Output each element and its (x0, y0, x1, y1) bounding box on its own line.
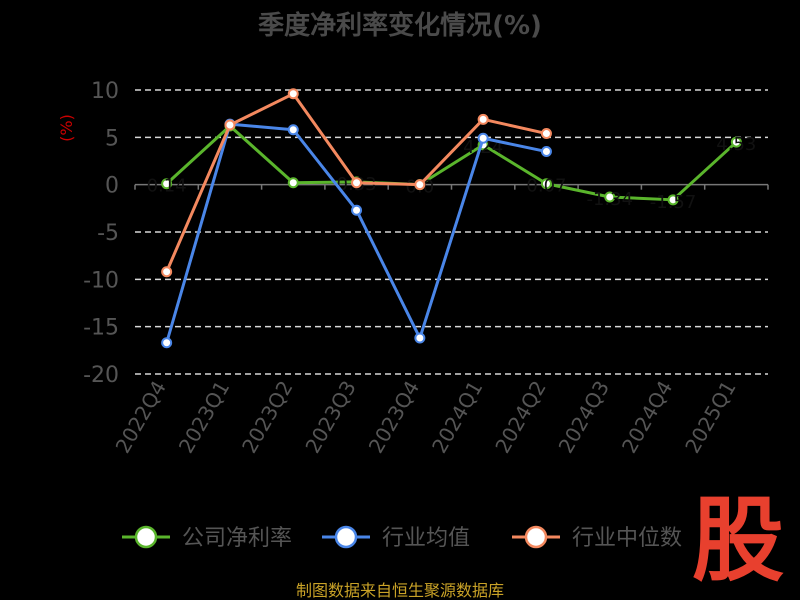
data-point (477, 132, 489, 144)
data-point (224, 119, 236, 131)
x-tick-label: 2024Q1 (427, 377, 487, 458)
x-tick-label: 2025Q1 (680, 377, 740, 458)
y-tick-label: -10 (83, 268, 119, 293)
data-point (477, 113, 489, 125)
legend: 公司净利率 行业均值 行业中位数 (122, 525, 682, 551)
x-tick-label: 2024Q3 (554, 377, 614, 458)
data-point (287, 88, 299, 100)
data-label: 4.53 (716, 134, 756, 155)
x-tick-label: 2023Q2 (237, 377, 297, 458)
data-point (351, 177, 363, 189)
data-point (287, 177, 299, 189)
y-tick-label: -15 (83, 316, 119, 341)
data-point (604, 191, 616, 203)
legend-marker (524, 525, 548, 549)
data-point (161, 178, 173, 190)
y-tick-label: 10 (91, 79, 119, 104)
data-point (161, 337, 173, 349)
x-tick-label: 2024Q4 (617, 377, 677, 458)
legend-label: 公司净利率 (182, 526, 292, 551)
legend-marker (334, 525, 358, 549)
x-tick-label: 2024Q2 (490, 377, 550, 458)
data-point (667, 194, 679, 206)
data-point (351, 204, 363, 216)
data-point (414, 179, 426, 191)
data-label: 0.14 (147, 176, 187, 197)
chart-title: 季度净利率变化情况(%) (258, 10, 542, 41)
source-note: 制图数据来自恒生聚源数据库 (296, 581, 504, 600)
grid-lines (135, 89, 768, 375)
y-tick-label: 5 (105, 126, 119, 151)
logo-glyph: 股 (692, 487, 784, 594)
y-tick-label: -5 (97, 221, 119, 246)
data-point (540, 146, 552, 158)
data-label: -1.57 (650, 192, 697, 213)
y-tick-label: 0 (105, 174, 119, 199)
data-label: -1.34 (586, 189, 633, 210)
x-tick-label: 2023Q1 (174, 377, 234, 458)
series-line-0 (165, 124, 738, 202)
y-unit-label: (%) (57, 114, 76, 142)
data-point (161, 266, 173, 278)
data-point (414, 332, 426, 344)
series-lines: 0.140.330.04.240.07-1.34-1.574.53 (147, 88, 756, 349)
x-tick-label: 2022Q4 (111, 377, 171, 458)
x-tick-label: 2023Q4 (364, 377, 424, 458)
y-tick-label: -20 (83, 363, 119, 388)
x-tick-label: 2023Q3 (300, 377, 360, 458)
data-label: 4.24 (463, 137, 503, 158)
data-point (287, 124, 299, 136)
data-label: 0.07 (526, 176, 566, 197)
data-point (540, 178, 552, 190)
data-point (540, 128, 552, 140)
legend-label: 行业均值 (382, 526, 470, 551)
legend-label: 行业中位数 (572, 526, 682, 551)
data-point (730, 136, 742, 148)
legend-marker (134, 525, 158, 549)
